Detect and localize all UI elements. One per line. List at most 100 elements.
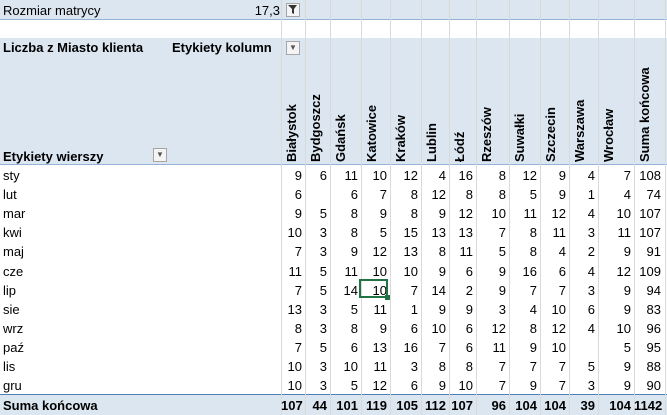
data-cell[interactable]: 9 xyxy=(623,244,631,260)
grand-total-cell[interactable]: 96 xyxy=(491,398,506,413)
data-cell[interactable]: 16 xyxy=(458,168,473,183)
data-cell[interactable]: 9 xyxy=(623,378,631,394)
row-label[interactable]: wrz xyxy=(3,320,24,336)
fill-handle[interactable] xyxy=(385,295,390,300)
data-cell[interactable]: 13 xyxy=(403,244,418,260)
data-cell[interactable]: 8 xyxy=(465,359,473,374)
data-cell[interactable]: 9 xyxy=(294,206,302,222)
data-cell[interactable]: 9 xyxy=(558,168,566,183)
data-cell[interactable]: 7 xyxy=(529,359,537,374)
data-cell[interactable]: 9 xyxy=(465,301,473,317)
data-cell[interactable]: 5 xyxy=(623,339,631,355)
data-cell[interactable]: 13 xyxy=(458,225,473,241)
grand-total-cell[interactable]: 39 xyxy=(580,398,595,413)
data-cell[interactable]: 9 xyxy=(529,339,537,355)
data-cell[interactable]: 12 xyxy=(551,206,566,222)
data-cell[interactable]: 11 xyxy=(617,225,632,241)
data-cell[interactable]: 109 xyxy=(639,263,661,279)
grand-total-cell[interactable]: 107 xyxy=(451,398,473,413)
data-cell[interactable]: 13 xyxy=(287,301,302,317)
data-cell[interactable]: 8 xyxy=(529,225,537,241)
data-cell[interactable]: 11 xyxy=(492,339,507,355)
data-cell[interactable]: 6 xyxy=(319,168,327,183)
data-cell[interactable]: 7 xyxy=(529,282,537,298)
grand-total-cell[interactable]: 107 xyxy=(281,398,303,413)
data-cell[interactable]: 5 xyxy=(319,263,327,279)
filter-value[interactable]: 17,3 xyxy=(254,3,280,18)
column-header-5[interactable]: Lublin xyxy=(421,52,449,162)
row-label[interactable]: kwi xyxy=(3,225,22,241)
column-header-12[interactable]: Suma końcowa xyxy=(634,52,664,162)
data-cell[interactable]: 14 xyxy=(343,282,358,298)
data-cell[interactable] xyxy=(569,338,595,357)
grand-total-cell[interactable]: 104 xyxy=(609,398,631,413)
data-cell[interactable]: 6 xyxy=(558,263,566,279)
data-cell[interactable]: 7 xyxy=(558,378,566,394)
data-cell[interactable]: 4 xyxy=(529,301,537,317)
data-cell[interactable]: 6 xyxy=(350,339,358,355)
column-header-0[interactable]: Białystok xyxy=(281,52,305,162)
data-cell[interactable]: 3 xyxy=(587,225,595,241)
data-cell[interactable]: 9 xyxy=(498,282,506,298)
data-cell[interactable]: 8 xyxy=(465,187,473,203)
column-header-1[interactable]: Bydgoszcz xyxy=(305,52,330,162)
column-header-7[interactable]: Rzeszów xyxy=(476,52,509,162)
row-label[interactable]: gru xyxy=(3,378,22,394)
data-cell[interactable]: 3 xyxy=(587,282,595,298)
data-cell[interactable]: 3 xyxy=(319,244,327,260)
data-cell[interactable]: 4 xyxy=(623,187,631,203)
column-header-6[interactable]: Łódź xyxy=(449,52,476,162)
data-cell[interactable]: 6 xyxy=(465,320,473,336)
data-cell[interactable]: 7 xyxy=(498,378,506,394)
data-cell[interactable]: 5 xyxy=(319,206,327,222)
data-cell[interactable]: 9 xyxy=(350,244,358,260)
row-label[interactable]: paź xyxy=(3,339,24,355)
data-cell[interactable]: 4 xyxy=(587,320,595,336)
data-cell[interactable]: 6 xyxy=(465,339,473,355)
data-cell[interactable]: 10 xyxy=(372,168,387,183)
data-cell[interactable]: 95 xyxy=(646,339,661,355)
data-cell[interactable]: 3 xyxy=(498,301,506,317)
data-cell[interactable]: 10 xyxy=(403,263,418,279)
data-cell[interactable]: 12 xyxy=(372,378,387,394)
row-label[interactable]: lis xyxy=(3,359,16,374)
grand-total-cell[interactable]: 104 xyxy=(515,398,537,413)
row-label[interactable]: cze xyxy=(3,263,24,279)
data-cell[interactable]: 6 xyxy=(465,263,473,279)
row-label[interactable]: maj xyxy=(3,244,24,260)
data-cell[interactable]: 6 xyxy=(294,187,302,203)
data-cell[interactable]: 8 xyxy=(438,244,446,260)
grand-total-cell[interactable]: 44 xyxy=(312,398,327,413)
data-cell[interactable]: 7 xyxy=(294,282,302,298)
data-cell[interactable]: 11 xyxy=(523,206,538,222)
data-cell[interactable]: 8 xyxy=(438,359,446,374)
data-cell[interactable]: 3 xyxy=(319,320,327,336)
data-cell[interactable]: 8 xyxy=(350,320,358,336)
column-header-4[interactable]: Kraków xyxy=(390,52,421,162)
data-cell[interactable]: 83 xyxy=(646,301,661,317)
data-cell[interactable]: 8 xyxy=(498,187,506,203)
grand-total-cell[interactable]: 105 xyxy=(396,398,418,413)
data-cell[interactable]: 5 xyxy=(587,359,595,374)
data-cell[interactable]: 107 xyxy=(639,225,661,241)
data-cell[interactable]: 4 xyxy=(587,206,595,222)
data-cell[interactable]: 8 xyxy=(410,206,418,222)
data-cell[interactable]: 3 xyxy=(587,378,595,394)
data-cell[interactable]: 15 xyxy=(403,225,418,241)
data-cell[interactable]: 12 xyxy=(431,187,446,203)
grand-total-cell[interactable]: 1142 xyxy=(634,398,663,413)
data-cell[interactable]: 11 xyxy=(373,359,388,374)
data-cell[interactable]: 2 xyxy=(587,244,595,260)
data-cell[interactable]: 10 xyxy=(431,320,446,336)
data-cell[interactable]: 9 xyxy=(529,378,537,394)
data-cell[interactable]: 5 xyxy=(379,225,387,241)
data-cell[interactable]: 7 xyxy=(498,225,506,241)
data-cell[interactable]: 8 xyxy=(350,225,358,241)
data-cell[interactable]: 11 xyxy=(459,244,474,260)
data-cell[interactable]: 10 xyxy=(616,206,631,222)
data-cell[interactable]: 1 xyxy=(587,187,595,203)
data-cell[interactable]: 88 xyxy=(646,359,661,374)
data-cell[interactable]: 94 xyxy=(646,282,661,298)
data-cell[interactable]: 9 xyxy=(438,301,446,317)
data-cell[interactable]: 4 xyxy=(587,263,595,279)
